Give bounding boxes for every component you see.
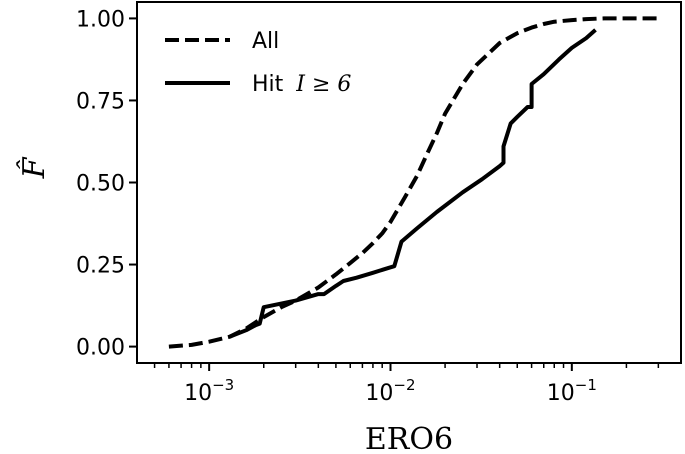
legend-label-all: All (252, 29, 279, 54)
y-tick-label: 0.00 (76, 336, 125, 361)
series-line-hit (229, 28, 597, 339)
axes-frame (136, 1, 682, 364)
legend-label-hit-text: Hit (252, 72, 290, 97)
y-tick-label: 1.00 (76, 7, 125, 32)
y-tick-label: 0.75 (76, 89, 125, 114)
axis-ticks: 0.00 0.25 0.50 0.75 1.00 10−3 10−2 10−1 (76, 7, 660, 406)
legend: All Hit I ≥ 6 (165, 29, 351, 97)
x-axis-title: ERO6 (365, 422, 453, 454)
plot-area (168, 16, 659, 349)
y-tick-label: 0.50 (76, 172, 125, 197)
legend-label-hit-math: I ≥ 6 (295, 72, 351, 97)
y-tick-label: 0.25 (76, 254, 125, 279)
legend-label-hit: Hit I ≥ 6 (252, 72, 351, 97)
y-axis-title: F̂ (17, 156, 52, 179)
series-line-all (168, 16, 659, 349)
x-tick-label: 10−1 (547, 376, 597, 406)
x-tick-label: 10−3 (184, 376, 234, 406)
x-tick-label: 10−2 (365, 376, 415, 406)
